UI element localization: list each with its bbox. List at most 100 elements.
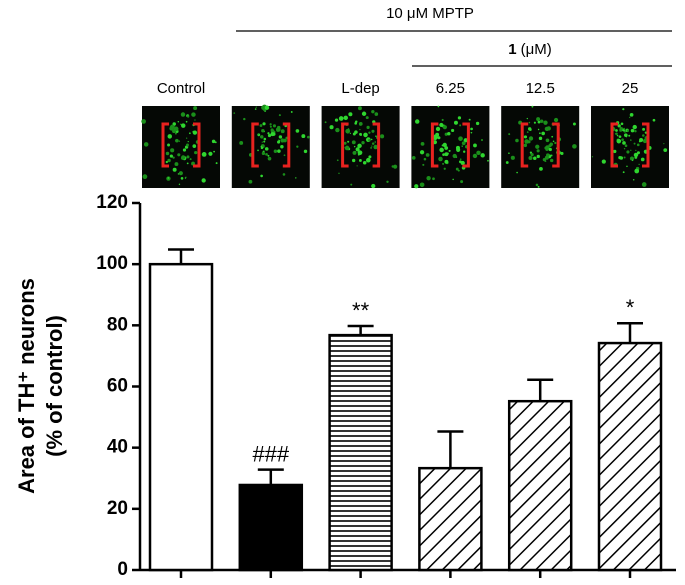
micrograph-dot xyxy=(536,117,541,122)
micrograph-dot xyxy=(352,150,357,155)
micrograph-dot xyxy=(185,120,188,123)
micrograph-dot xyxy=(393,164,398,169)
y-tick-label: 120 xyxy=(96,192,128,213)
micrograph-dot xyxy=(192,144,197,148)
micrograph-dot xyxy=(636,143,640,147)
micrograph-bg xyxy=(591,106,669,188)
micrograph-dot xyxy=(357,143,362,149)
micrograph xyxy=(231,104,310,188)
micrograph-dot xyxy=(374,141,376,143)
micrograph-dot xyxy=(533,156,537,161)
micrograph-dot xyxy=(261,151,266,156)
micrograph-dot xyxy=(261,128,265,133)
micrograph-dot xyxy=(174,162,179,167)
significance-label: ** xyxy=(352,298,370,323)
micrograph-dot xyxy=(368,139,371,142)
micrograph-dot xyxy=(432,135,438,141)
micrograph-dot xyxy=(451,128,455,133)
micrograph-dot xyxy=(621,138,624,142)
micrograph-dot xyxy=(505,161,509,164)
micrograph-dot xyxy=(373,144,378,150)
micrograph-dot xyxy=(380,134,385,139)
category-label: 12.5 xyxy=(526,80,555,97)
micrograph-dot xyxy=(528,136,534,141)
micrograph-dot xyxy=(368,131,371,134)
micrograph-dot xyxy=(371,129,375,133)
micrograph xyxy=(321,106,400,189)
micrograph-dot xyxy=(338,172,340,175)
micrograph-dot xyxy=(264,105,270,110)
micrograph-dot xyxy=(622,141,626,145)
micrograph-dot xyxy=(172,156,175,159)
micrograph-dot xyxy=(626,150,630,154)
y-tick-label: 100 xyxy=(96,253,128,274)
micrograph-dot xyxy=(553,117,559,123)
micrograph-dot xyxy=(267,156,272,161)
micrograph-dot xyxy=(523,143,528,148)
micrograph-dot xyxy=(544,155,549,160)
micrograph-dot xyxy=(414,184,419,189)
micrograph-bg xyxy=(411,106,490,188)
micrograph-dot xyxy=(642,127,646,131)
micrograph-dot xyxy=(591,156,594,158)
micrograph-dot xyxy=(371,109,375,114)
micrograph-dot xyxy=(272,124,277,128)
micrograph-dot xyxy=(215,162,218,165)
micrograph-dot xyxy=(290,111,293,113)
micrograph-dot xyxy=(267,132,270,135)
micrograph-dot xyxy=(269,123,272,126)
micrograph-dot xyxy=(362,161,367,165)
micrograph-dot xyxy=(303,149,308,154)
micrograph-dot xyxy=(270,129,275,133)
category-label: Control xyxy=(157,80,205,97)
micrograph-dot xyxy=(528,155,533,161)
micrograph-dot xyxy=(508,152,510,155)
micrograph-dot xyxy=(265,152,268,156)
micrograph-dot xyxy=(186,115,190,118)
micrograph-dot xyxy=(143,142,149,147)
micrograph-dot xyxy=(355,120,358,124)
micrograph-dot xyxy=(178,183,181,185)
micrograph-dot xyxy=(262,122,266,126)
micrograph-dot xyxy=(545,138,550,143)
micrograph-dot xyxy=(345,128,351,134)
bracket-right xyxy=(642,122,650,168)
micrograph-dot xyxy=(626,129,630,132)
micrograph-dot xyxy=(280,145,284,149)
y-label-line1: Area of TH⁺ neurons xyxy=(14,278,39,494)
micrograph-dot xyxy=(371,145,373,147)
micrograph-dot xyxy=(458,136,463,141)
micrograph-dot xyxy=(338,116,344,121)
y-tick-label: 60 xyxy=(107,376,128,397)
micrograph-dot xyxy=(419,150,425,155)
micrograph-dot xyxy=(278,135,283,139)
micrograph-dot xyxy=(630,149,632,151)
micrograph-dot xyxy=(544,146,548,150)
micrograph-dot xyxy=(459,124,462,127)
micrograph-dot xyxy=(435,126,441,132)
micrograph-dot xyxy=(283,154,286,157)
micrograph-dot xyxy=(335,127,340,133)
compound-label: 1 (μM) xyxy=(508,41,551,58)
micrograph-dot xyxy=(629,112,634,117)
micrograph-dot xyxy=(510,155,515,160)
micrograph-dot xyxy=(272,132,276,136)
micrograph-dot xyxy=(629,156,635,161)
micrograph-dot xyxy=(354,130,358,134)
micrograph-dot xyxy=(175,138,179,143)
micrograph-dot xyxy=(329,125,334,130)
micrograph-dot xyxy=(189,158,192,161)
micrograph xyxy=(501,105,580,188)
micrograph-dot xyxy=(178,171,183,176)
micrograph-dot xyxy=(470,131,473,134)
micrograph-dot xyxy=(622,171,625,174)
micrograph xyxy=(141,106,220,188)
micrograph-dot xyxy=(275,127,281,132)
micrograph-dot xyxy=(456,147,461,152)
micrograph-dot xyxy=(452,178,454,181)
micrograph-dot xyxy=(524,140,527,142)
bracket-left xyxy=(251,122,259,168)
bracket-left xyxy=(610,122,618,168)
micrograph-dot xyxy=(615,129,618,132)
micrograph-dot xyxy=(233,112,236,114)
